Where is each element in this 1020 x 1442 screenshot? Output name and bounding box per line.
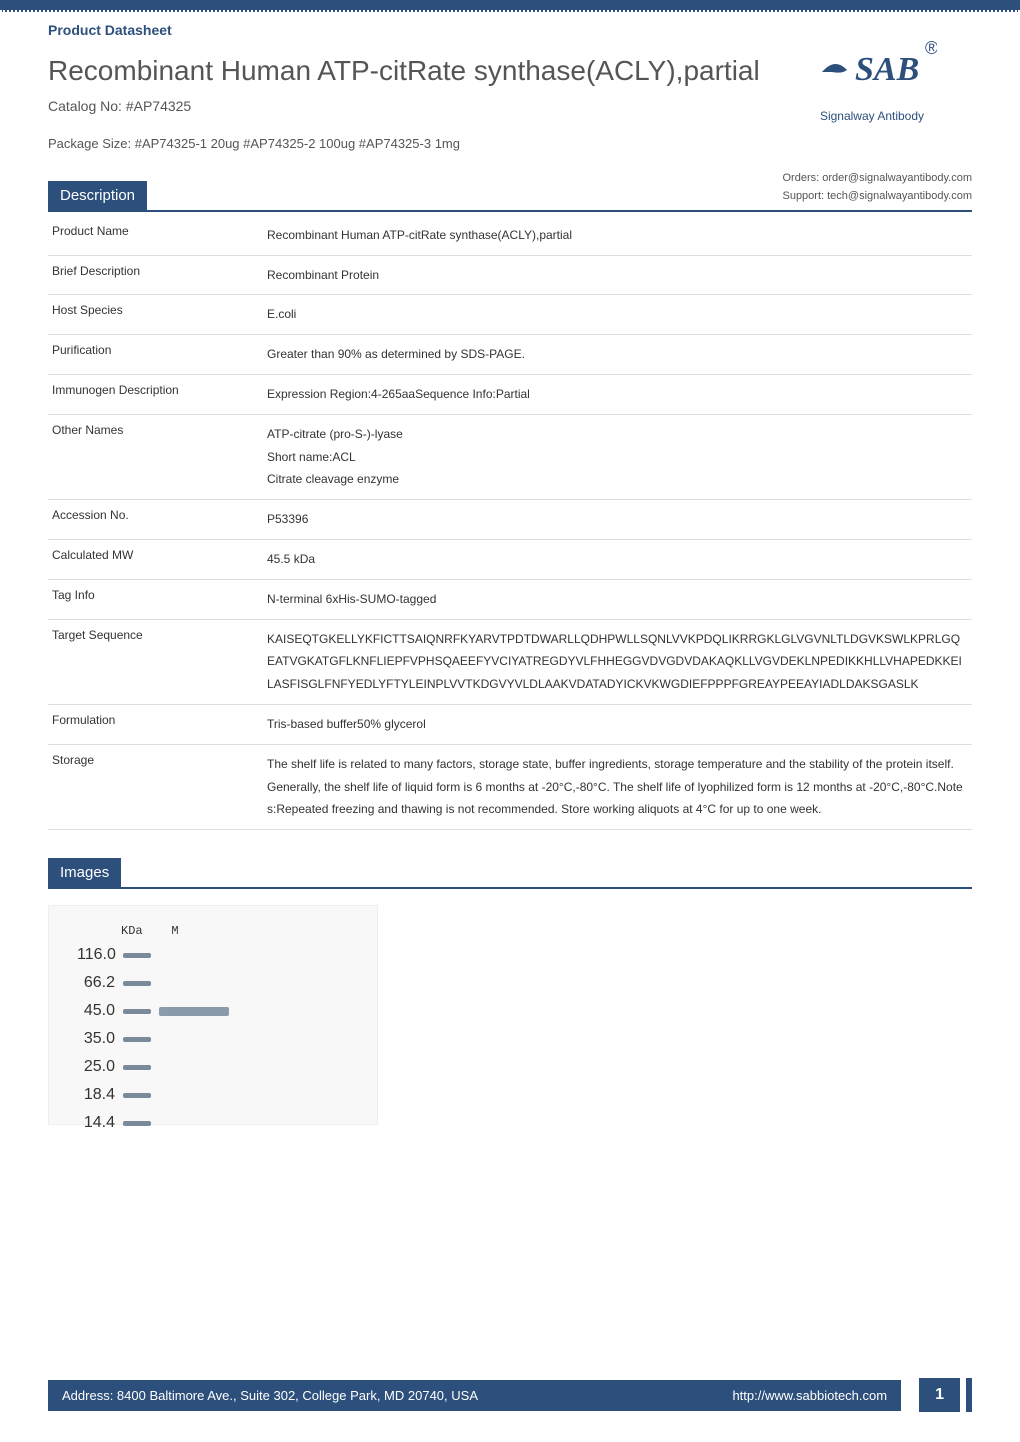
row-value: The shelf life is related to many factor…	[263, 744, 972, 829]
description-section: Description Product NameRecombinant Huma…	[48, 181, 972, 830]
orders-email: order@signalwayantibody.com	[822, 172, 972, 184]
header-block: Product Datasheet Recombinant Human ATP-…	[0, 12, 1020, 181]
gel-band	[123, 981, 151, 986]
contact-block: Orders: order@signalwayantibody.com Supp…	[782, 172, 972, 208]
row-value: Greater than 90% as determined by SDS-PA…	[263, 335, 972, 375]
row-value: 45.5 kDa	[263, 539, 972, 579]
table-row: PurificationGreater than 90% as determin…	[48, 335, 972, 375]
logo-block: SAB ® Signalway Antibody	[772, 32, 972, 123]
table-row: FormulationTris-based buffer50% glycerol	[48, 704, 972, 744]
gel-band	[123, 1121, 151, 1126]
title-block: Recombinant Human ATP-citRate synthase(A…	[48, 52, 772, 181]
footer-bar: Address: 8400 Baltimore Ave., Suite 302,…	[48, 1380, 901, 1411]
table-row: StorageThe shelf life is related to many…	[48, 744, 972, 829]
gel-band	[123, 1037, 151, 1042]
row-value: E.coli	[263, 295, 972, 335]
gel-band	[123, 1009, 151, 1014]
table-row: Host SpeciesE.coli	[48, 295, 972, 335]
table-row: Target SequenceKAISEQTGKELLYKFICTTSAIQNR…	[48, 619, 972, 704]
description-header: Description	[48, 181, 147, 210]
row-value: ATP-citrate (pro-S-)-lyase Short name:AC…	[263, 414, 972, 499]
row-label: Host Species	[48, 295, 263, 335]
gel-band	[123, 953, 151, 958]
gel-kda-header: KDa	[121, 924, 143, 938]
table-row: Immunogen DescriptionExpression Region:4…	[48, 374, 972, 414]
logo-tagline: Signalway Antibody	[772, 109, 972, 123]
images-header: Images	[48, 858, 121, 887]
row-label: Product Name	[48, 216, 263, 255]
footer-accent	[966, 1378, 972, 1412]
row-value: Expression Region:4-265aaSequence Info:P…	[263, 374, 972, 414]
row-label: Calculated MW	[48, 539, 263, 579]
gel-kda-label: 35.0	[77, 1030, 115, 1048]
gel-header: KDa M	[121, 924, 349, 938]
gel-band-row: 35.0	[77, 1030, 349, 1048]
gel-band	[123, 1065, 151, 1070]
row-value: P53396	[263, 500, 972, 540]
row-label: Formulation	[48, 704, 263, 744]
footer-address: Address: 8400 Baltimore Ave., Suite 302,…	[62, 1388, 478, 1403]
footer-url: http://www.sabbiotech.com	[732, 1388, 887, 1403]
table-row: Calculated MW45.5 kDa	[48, 539, 972, 579]
table-row: Brief DescriptionRecombinant Protein	[48, 255, 972, 295]
package-label: Package Size:	[48, 136, 135, 151]
catalog-value: #AP74325	[126, 98, 191, 114]
row-value: Recombinant Protein	[263, 255, 972, 295]
table-row: Product NameRecombinant Human ATP-citRat…	[48, 216, 972, 255]
package-sizes: Package Size: #AP74325-1 20ug #AP74325-2…	[48, 136, 772, 151]
orders-label: Orders:	[782, 172, 822, 184]
row-value: Tris-based buffer50% glycerol	[263, 704, 972, 744]
catalog-number: Catalog No: #AP74325	[48, 98, 772, 114]
package-values: #AP74325-1 20ug #AP74325-2 100ug #AP7432…	[135, 136, 460, 151]
row-label: Tag Info	[48, 579, 263, 619]
table-row: Tag InfoN-terminal 6xHis-SUMO-tagged	[48, 579, 972, 619]
gel-band-row: 116.0	[77, 946, 349, 964]
title-row: Recombinant Human ATP-citRate synthase(A…	[48, 52, 972, 181]
gel-band-row: 18.4	[77, 1086, 349, 1104]
registered-mark: ®	[925, 38, 937, 58]
product-title: Recombinant Human ATP-citRate synthase(A…	[48, 52, 772, 90]
catalog-label: Catalog No:	[48, 98, 126, 114]
row-label: Immunogen Description	[48, 374, 263, 414]
support-contact: Support: tech@signalwayantibody.com	[782, 190, 972, 202]
row-label: Brief Description	[48, 255, 263, 295]
row-value: KAISEQTGKELLYKFICTTSAIQNRFKYARVTPDTDWARL…	[263, 619, 972, 704]
footer: Address: 8400 Baltimore Ave., Suite 302,…	[48, 1378, 972, 1412]
gel-kda-label: 14.4	[77, 1114, 115, 1132]
top-decoration-bar	[0, 0, 1020, 12]
orders-contact: Orders: order@signalwayantibody.com	[782, 172, 972, 184]
row-value: Recombinant Human ATP-citRate synthase(A…	[263, 216, 972, 255]
logo-text: SAB	[855, 51, 919, 88]
gel-kda-label: 45.0	[77, 1002, 115, 1020]
gel-band	[123, 1093, 151, 1098]
gel-kda-label: 18.4	[77, 1086, 115, 1104]
gel-band-row: 14.4	[77, 1114, 349, 1132]
gel-band-row: 25.0	[77, 1058, 349, 1076]
brand-logo-icon: SAB ®	[807, 32, 937, 102]
gel-kda-label: 25.0	[77, 1058, 115, 1076]
section-underline	[48, 887, 972, 889]
row-value: N-terminal 6xHis-SUMO-tagged	[263, 579, 972, 619]
images-section: Images KDa M 116.066.245.035.025.018.414…	[48, 858, 972, 1125]
support-email: tech@signalwayantibody.com	[827, 190, 972, 202]
row-label: Purification	[48, 335, 263, 375]
gel-image: KDa M 116.066.245.035.025.018.414.4	[48, 905, 378, 1125]
gel-kda-label: 116.0	[77, 946, 115, 964]
row-label: Target Sequence	[48, 619, 263, 704]
row-label: Other Names	[48, 414, 263, 499]
gel-kda-label: 66.2	[77, 974, 115, 992]
section-underline	[48, 210, 972, 212]
gel-band-row: 66.2	[77, 974, 349, 992]
gel-band-sample	[159, 1007, 229, 1016]
gel-m-header: M	[171, 924, 178, 938]
gel-bands-container: 116.0 66.2 45.0 35.0 25.0 18.4 14.4	[77, 946, 349, 1132]
table-row: Accession No.P53396	[48, 500, 972, 540]
support-label: Support:	[782, 190, 827, 202]
row-label: Storage	[48, 744, 263, 829]
description-table: Product NameRecombinant Human ATP-citRat…	[48, 216, 972, 830]
table-row: Other NamesATP-citrate (pro-S-)-lyase Sh…	[48, 414, 972, 499]
footer-page-number: 1	[919, 1378, 960, 1412]
gel-band-row: 45.0	[77, 1002, 349, 1020]
row-label: Accession No.	[48, 500, 263, 540]
